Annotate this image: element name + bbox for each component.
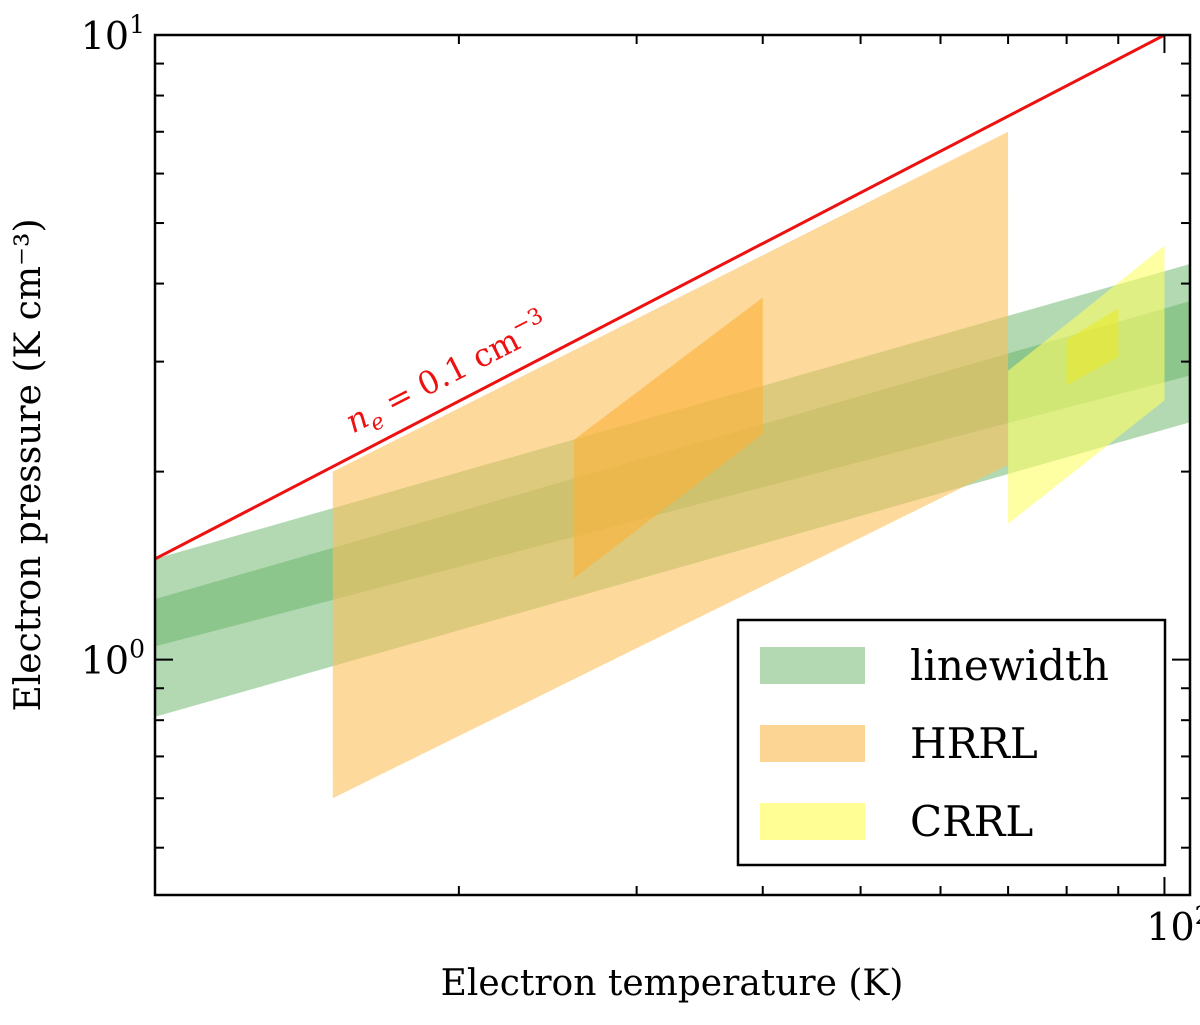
x-tick-label: 102 bbox=[1146, 901, 1200, 949]
band-crrl bbox=[1008, 245, 1165, 524]
y-tick-label: 100 bbox=[81, 635, 145, 683]
tick-label-layer: 100 101 102 bbox=[81, 10, 1200, 949]
x-axis-label: Electron temperature (K) bbox=[441, 963, 904, 1004]
legend: linewidth HRRL CRRL bbox=[736, 618, 1167, 867]
line-layer bbox=[155, 35, 1166, 561]
band-layer bbox=[155, 131, 1190, 799]
plot-frame bbox=[153, 33, 1192, 897]
y-axis-label: Electron pressure (K cm⁻³) bbox=[8, 218, 49, 711]
band-crrl-inner bbox=[1066, 308, 1119, 386]
legend-label-linewidth: linewidth bbox=[910, 641, 1109, 690]
legend-label-crrl: CRRL bbox=[910, 797, 1033, 846]
legend-swatch-hrrl bbox=[760, 725, 865, 762]
legend-label-hrrl: HRRL bbox=[910, 719, 1038, 768]
legend-swatch-linewidth bbox=[760, 647, 865, 684]
density-line bbox=[155, 35, 1166, 561]
legend-swatch-crrl bbox=[760, 803, 865, 840]
band-hrrl-inner bbox=[573, 297, 763, 579]
y-tick-label: 101 bbox=[81, 10, 145, 58]
